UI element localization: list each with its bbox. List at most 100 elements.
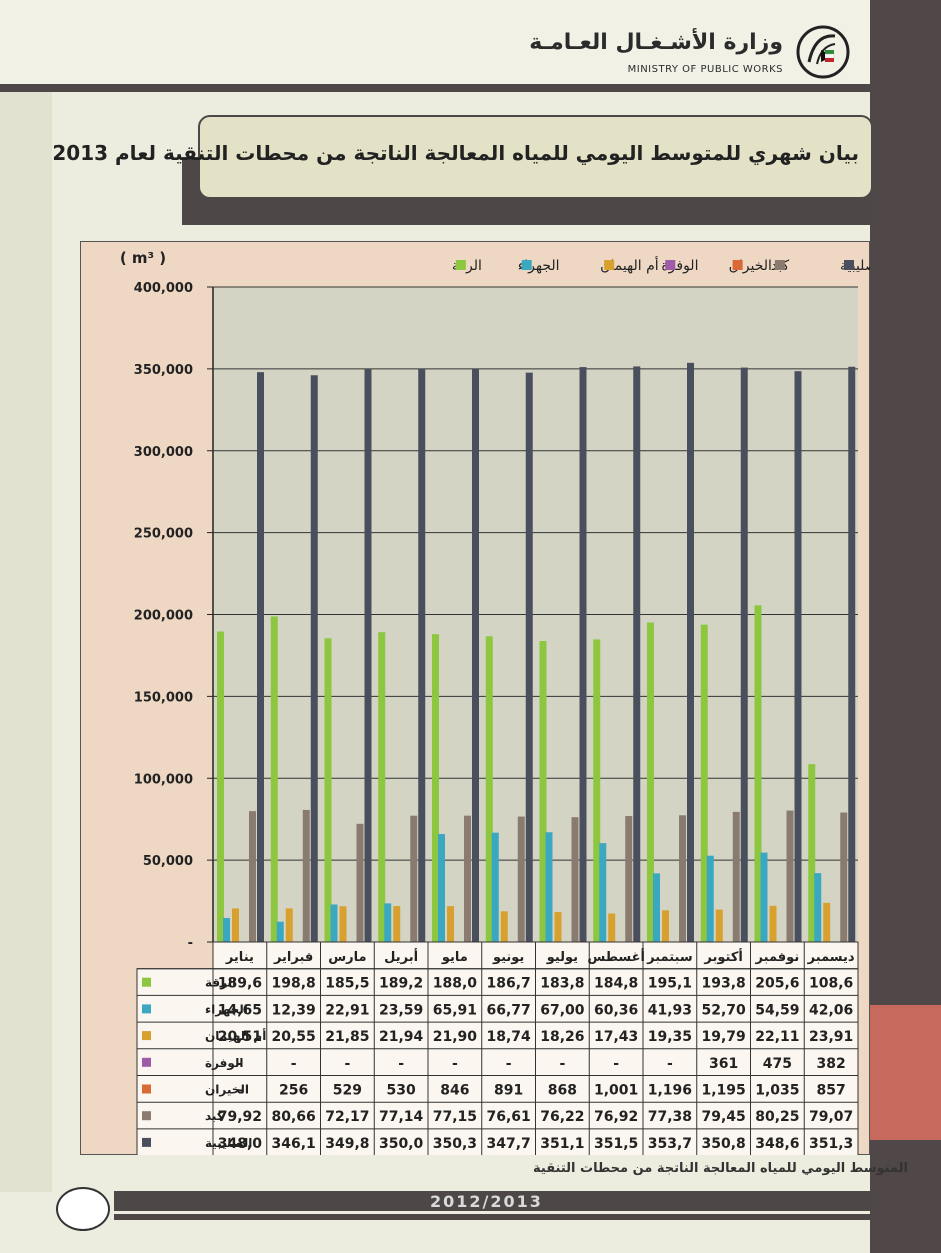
bar — [823, 902, 831, 942]
legend-swatch — [521, 260, 532, 270]
table-cell-value: 1,195 — [701, 1083, 745, 1099]
table-cell-value: 21,90 — [433, 1029, 478, 1045]
table-cell-value: - — [237, 1056, 243, 1072]
bar — [491, 832, 499, 942]
x-category-label: ديسمبر — [807, 950, 855, 965]
table-cell-value: 108,6 — [809, 976, 853, 992]
bar — [554, 912, 562, 942]
legend-swatch — [604, 260, 615, 270]
table-cell-value: - — [506, 1056, 512, 1072]
table-cell-value: 22,11 — [755, 1029, 799, 1045]
bar — [525, 372, 533, 942]
bar — [732, 811, 740, 942]
table-cell-value: - — [237, 1083, 243, 1099]
bar — [257, 372, 264, 942]
bar — [848, 366, 856, 943]
table-cell-value: 189,6 — [218, 976, 262, 992]
table-cell-value: 857 — [817, 1083, 846, 1099]
table-cell-value: 350,3 — [433, 1136, 477, 1152]
legend-swatch — [665, 260, 676, 270]
x-category-label: أغسطس — [587, 948, 645, 965]
table-cell-value: 21,85 — [325, 1029, 369, 1045]
table-cell-value: 77,14 — [379, 1109, 424, 1125]
table-cell-value: 347,7 — [486, 1136, 530, 1152]
ministry-emblem-icon — [796, 25, 850, 79]
table-cell-value: 80,66 — [271, 1109, 315, 1125]
table-cell-value: 21,94 — [379, 1029, 424, 1045]
bar — [715, 909, 723, 942]
table-cell-value: 52,70 — [701, 1002, 746, 1018]
table-cell-value: 41,93 — [648, 1002, 692, 1018]
legend-swatch — [774, 260, 785, 270]
table-cell-value: 12,39 — [271, 1002, 315, 1018]
x-category-label: يوليو — [546, 950, 578, 965]
ministry-logo: وزارة الأشـغـال العـامـة MINISTRY OF PUB… — [529, 24, 855, 84]
bar — [740, 367, 748, 942]
table-cell-value: 186,7 — [486, 976, 530, 992]
table-cell-value: 14,65 — [218, 1002, 262, 1018]
ministry-name-english: MINISTRY OF PUBLIC WORKS — [627, 64, 783, 75]
bar — [356, 823, 364, 942]
table-row-swatch — [142, 1004, 151, 1014]
table-cell-value: 72,17 — [325, 1109, 369, 1125]
table-cell-value: 351,1 — [540, 1136, 584, 1152]
table-cell-value: 19,79 — [701, 1029, 745, 1045]
footer-thin-line — [114, 1214, 870, 1220]
bar — [579, 367, 587, 943]
table-cell-value: 22,91 — [325, 1002, 369, 1018]
title-banner: بيان شهري للمتوسط اليومي للمياه المعالجة… — [52, 115, 873, 199]
table-cell-value: 77,38 — [648, 1109, 692, 1125]
bar — [472, 368, 479, 942]
table-cell-value: 256 — [279, 1083, 308, 1099]
bar — [378, 632, 386, 942]
table-cell-value: 185,5 — [325, 976, 369, 992]
bar — [633, 366, 641, 942]
table-row-name: أم الهيمان — [205, 1028, 266, 1044]
x-category-label: يناير — [225, 950, 254, 965]
table-row-swatch — [142, 1084, 151, 1094]
bar-chart: - 50,000 100,000 150,000 200,000 250,000 300,0… — [120, 249, 870, 1155]
bar — [706, 855, 714, 942]
bar — [270, 616, 278, 942]
table-row-name: الصليبية — [205, 1136, 252, 1150]
x-category-label: فبراير — [273, 950, 313, 965]
x-category-label: مارس — [328, 950, 366, 965]
top-divider — [0, 84, 870, 92]
x-category-label: نوفمبر — [755, 950, 800, 965]
table-cell-value: 20,51 — [218, 1029, 262, 1045]
bar — [364, 369, 372, 942]
bar — [384, 903, 392, 942]
y-tick-label: 100,000 — [134, 772, 193, 787]
bar — [571, 817, 579, 942]
table-cell-value: 846 — [440, 1083, 469, 1099]
table-cell-value: 19,35 — [648, 1029, 692, 1045]
bar — [593, 639, 601, 942]
bar — [786, 810, 794, 942]
table-cell-value: 350,0 — [379, 1136, 424, 1152]
bar — [276, 921, 284, 942]
table-cell-value: - — [452, 1056, 458, 1072]
table-cell-value: 189,2 — [379, 976, 423, 992]
bar — [232, 908, 239, 942]
table-cell-value: 76,22 — [540, 1109, 584, 1125]
table-cell-value: 79,92 — [218, 1109, 262, 1125]
table-row-swatch — [142, 1111, 151, 1121]
y-tick-label: 300,000 — [134, 445, 193, 460]
bar — [662, 910, 669, 942]
table-cell-value: 198,8 — [271, 976, 315, 992]
table-cell-value: 183,8 — [540, 976, 584, 992]
legend-label: أم الهيمان — [600, 256, 659, 274]
legend-swatch — [844, 260, 854, 270]
bar — [840, 812, 848, 942]
table-row-name: الجهراء — [205, 1002, 248, 1016]
bar — [500, 911, 508, 942]
bar — [754, 605, 762, 942]
unit-label: ( m³ ) — [120, 249, 166, 267]
table-cell-value: 17,43 — [594, 1029, 638, 1045]
top-band — [0, 0, 870, 86]
table-cell-value: 348,6 — [755, 1136, 799, 1152]
table-cell-value: 79,45 — [701, 1109, 745, 1125]
chart-caption: المتوسط اليومي للمياه المعالجة الناتجة م… — [533, 1161, 908, 1176]
bar — [438, 834, 445, 942]
x-category-label: سبتمبر — [646, 950, 693, 965]
